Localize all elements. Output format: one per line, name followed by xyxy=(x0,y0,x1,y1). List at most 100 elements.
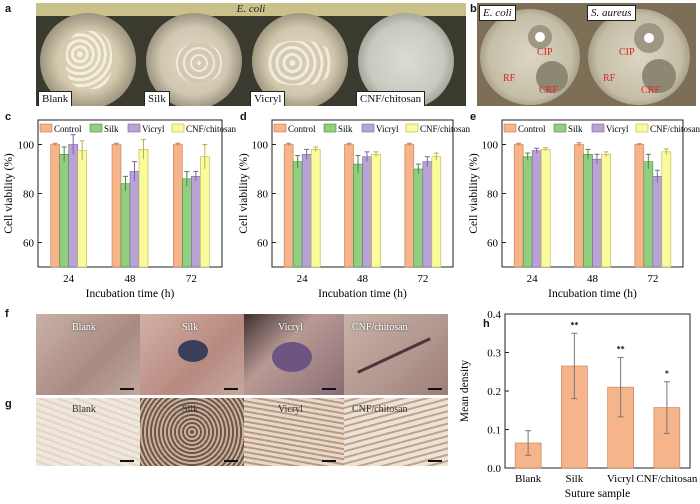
antibiotic-disk xyxy=(535,32,545,42)
tissue-photo-vicryl: Vicryl xyxy=(244,314,344,395)
bar-vicryl xyxy=(362,156,372,268)
inhibition-zone xyxy=(642,59,676,93)
x-axis-label: Suture sample xyxy=(565,488,630,500)
photo-label: Silk xyxy=(182,404,199,415)
scale-bar xyxy=(120,388,134,390)
y-tick-label: 100 xyxy=(482,140,499,152)
plate-cnf-chitosan xyxy=(358,13,454,106)
y-tick-label: 0.3 xyxy=(487,348,501,360)
agar-plates-photo: E. coli Blank Silk Vicryl CNF/chitosan xyxy=(36,3,466,106)
tissue-photo-blank: Blank xyxy=(36,314,140,395)
panel-a-letter: a xyxy=(5,3,12,15)
legend-swatch xyxy=(127,123,141,133)
x-tick-label: 48 xyxy=(587,273,599,285)
disk-diffusion-photo: E. coli S. aureus CIP RF CRF CIP RF CRF xyxy=(477,3,696,106)
bar-vicryl xyxy=(592,158,602,268)
legend-swatch xyxy=(89,123,103,133)
plate-silk xyxy=(146,13,242,106)
x-tick-label: 72 xyxy=(417,273,428,285)
legend-label: Silk xyxy=(568,124,583,134)
legend-label: CNF/chitosan xyxy=(186,124,237,134)
bar-silk xyxy=(120,183,131,268)
x-tick-label: 48 xyxy=(357,273,369,285)
plate-label-blank: Blank xyxy=(38,91,73,106)
y-tick-label: 60 xyxy=(257,238,269,250)
bar-vicryl xyxy=(129,171,140,268)
chart-h-mean-density: 0.0 0.1 0.2 0.3 0.4 Blank ** Silk ** Vicryl * CNF/c… xyxy=(459,309,698,500)
bar-control xyxy=(50,144,60,268)
y-tick-label: 80 xyxy=(257,189,269,201)
histology-silk: Silk xyxy=(140,398,244,466)
legend-swatch xyxy=(171,123,185,133)
y-tick-label: 0.1 xyxy=(487,425,501,437)
tissue-photo-cnf-chitosan: CNF/chitosan xyxy=(344,314,448,395)
chart-c-viability: 60 80 100 24 48 72 Incubation time (h) Cell via… xyxy=(3,119,237,300)
bar-vicryl xyxy=(301,153,312,268)
chart-d-viability: 60 80 100 24 48 72 Incubation time (h) Cell via… xyxy=(238,119,470,300)
bar-cnf-chitosan xyxy=(431,156,442,268)
significance-mark: * xyxy=(665,369,669,378)
x-tick-label: Silk xyxy=(566,473,584,485)
x-tick-label: 72 xyxy=(647,273,658,285)
label-cip-e-coli: CIP xyxy=(537,47,553,58)
suture-site xyxy=(272,342,312,372)
y-tick-label: 60 xyxy=(487,238,499,250)
bar-control xyxy=(513,144,524,268)
bar-silk xyxy=(583,153,593,268)
bar-control xyxy=(283,144,294,268)
photo-label: Vicryl xyxy=(278,322,303,333)
bar-vicryl xyxy=(68,144,78,268)
plate-title-e-coli: E. coli xyxy=(479,5,516,21)
legend-swatch xyxy=(553,123,567,133)
scale-bar xyxy=(224,388,238,390)
legend-swatch xyxy=(503,123,517,133)
bar-silk xyxy=(353,163,363,268)
bar-vicryl xyxy=(607,386,634,469)
significance-mark: ** xyxy=(617,345,625,354)
scale-bar xyxy=(224,460,238,462)
panel-c-letter: c xyxy=(5,111,12,123)
plate-header-band xyxy=(36,3,466,16)
x-tick-label: 72 xyxy=(186,273,197,285)
plate-label-silk: Silk xyxy=(144,91,170,106)
bar-control xyxy=(173,144,183,268)
legend-swatch xyxy=(39,123,53,133)
legend-label: Silk xyxy=(104,124,119,134)
scale-bar xyxy=(120,460,134,462)
bar-control xyxy=(634,144,645,268)
y-tick-label: 80 xyxy=(487,189,499,201)
bar-control xyxy=(574,144,584,268)
significance-mark: ** xyxy=(570,320,578,329)
bar-vicryl xyxy=(531,150,542,268)
bar-silk xyxy=(643,161,654,268)
scale-bar xyxy=(322,388,336,390)
inhibition-zone xyxy=(634,23,664,53)
bar-cnf-chitosan xyxy=(540,149,551,268)
bar-vicryl xyxy=(191,176,201,268)
photo-label: Silk xyxy=(182,322,199,333)
photo-label: Blank xyxy=(72,322,96,333)
legend-label: Vicryl xyxy=(606,124,629,134)
bar-cnf-chitosan xyxy=(138,149,149,268)
histology-cnf-chitosan: CNF/chitosan xyxy=(344,398,448,466)
legend-label: Silk xyxy=(338,124,353,134)
bar-cnf-chitosan xyxy=(371,153,381,268)
legend-swatch xyxy=(591,123,605,133)
bar-cnf-chitosan xyxy=(601,153,611,268)
inhibition-zone xyxy=(536,61,568,93)
bar-cnf-chitosan xyxy=(200,156,210,268)
legend-swatch xyxy=(635,123,649,133)
bar-cnf-chitosan xyxy=(77,150,87,268)
colony-cluster xyxy=(266,41,332,85)
bar-silk xyxy=(522,156,533,268)
legend-swatch xyxy=(273,123,287,133)
suture-site xyxy=(178,340,208,362)
scale-bar xyxy=(322,460,336,462)
plate-vicryl xyxy=(252,13,348,106)
photo-label: Vicryl xyxy=(278,404,303,415)
x-tick-label: Blank xyxy=(515,473,542,485)
plate-label-cnf-chitosan: CNF/chitosan xyxy=(356,91,426,106)
label-crf-e-coli: CRF xyxy=(539,85,558,96)
legend-label: CNF/chitosan xyxy=(650,124,700,134)
bar-control xyxy=(111,144,122,268)
